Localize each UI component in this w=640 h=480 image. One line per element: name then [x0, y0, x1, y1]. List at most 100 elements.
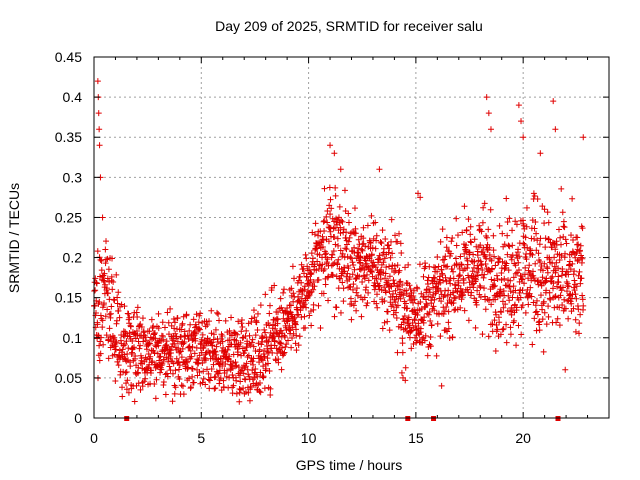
data-point: [461, 203, 468, 210]
data-point: [185, 364, 192, 371]
data-point: [360, 235, 367, 242]
data-point: [553, 319, 560, 326]
data-point: [576, 330, 583, 337]
data-point: [454, 232, 461, 239]
data-point: [451, 307, 458, 314]
data-point: [106, 325, 113, 332]
data-point: [523, 204, 530, 211]
data-point: [379, 227, 386, 234]
data-point: [277, 339, 284, 346]
data-point: [531, 315, 538, 322]
data-point: [143, 356, 150, 363]
data-point: [325, 238, 332, 245]
data-point: [450, 300, 457, 307]
data-point: [123, 368, 130, 375]
data-point: [380, 259, 387, 266]
data-point: [412, 322, 419, 329]
data-point: [245, 389, 252, 396]
data-point: [249, 358, 256, 365]
data-point: [222, 361, 229, 368]
data-point: [476, 282, 483, 289]
data-point: [483, 94, 490, 101]
data-point: [101, 278, 108, 285]
data-point: [332, 192, 339, 199]
data-point: [139, 383, 146, 390]
data-point: [455, 273, 462, 280]
data-point: [353, 307, 360, 314]
data-point: [233, 377, 240, 384]
data-point: [558, 287, 565, 294]
data-point: [382, 275, 389, 282]
data-point: [494, 276, 501, 283]
data-point: [350, 302, 357, 309]
data-point: [508, 311, 515, 318]
data-point: [123, 380, 130, 387]
data-point: [322, 281, 329, 288]
data-point: [433, 352, 440, 359]
data-point: [189, 344, 196, 351]
data-point: [386, 288, 393, 295]
data-point: [202, 357, 209, 364]
data-point: [580, 302, 587, 309]
data-point: [161, 324, 168, 331]
data-point: [479, 219, 486, 226]
data-point: [141, 378, 148, 385]
data-point: [457, 253, 464, 260]
y-tick-label: 0.4: [63, 89, 83, 105]
data-point: [388, 216, 395, 223]
data-point: [569, 260, 576, 267]
data-point: [94, 321, 101, 328]
data-point: [220, 377, 227, 384]
data-point: [445, 287, 452, 294]
data-point: [252, 365, 259, 372]
data-point: [121, 341, 128, 348]
data-point: [362, 243, 369, 250]
data-point: [311, 283, 318, 290]
data-point: [196, 325, 203, 332]
data-point: [171, 340, 178, 347]
data-point: [363, 284, 370, 291]
data-point: [376, 166, 383, 173]
data-point: [277, 340, 284, 347]
data-point: [368, 251, 375, 258]
data-point: [540, 298, 547, 305]
data-point: [148, 367, 155, 374]
data-point: [485, 333, 492, 340]
data-point: [282, 344, 289, 351]
data-point: [152, 335, 159, 342]
data-point: [555, 226, 562, 233]
data-point: [115, 307, 122, 314]
data-point: [137, 342, 144, 349]
data-point: [343, 229, 350, 236]
data-point: [522, 309, 529, 316]
data-point: [195, 357, 202, 364]
data-point: [259, 334, 266, 341]
data-point: [264, 360, 271, 367]
data-point: [127, 323, 134, 330]
data-point: [534, 237, 541, 244]
data-point: [285, 337, 292, 344]
data-point: [416, 331, 423, 338]
data-point: [101, 270, 108, 277]
data-point: [328, 205, 335, 212]
data-point: [384, 308, 391, 315]
data-point: [228, 332, 235, 339]
data-point: [571, 287, 578, 294]
data-point: [196, 326, 203, 333]
data-point: [512, 262, 519, 269]
data-point: [351, 266, 358, 273]
data-point: [541, 309, 548, 316]
data-point: [471, 236, 478, 243]
data-point: [265, 338, 272, 345]
data-point: [394, 282, 401, 289]
data-point: [466, 249, 473, 256]
data-point: [320, 237, 327, 244]
data-point: [199, 360, 206, 367]
data-point: [200, 375, 207, 382]
data-point: [160, 336, 167, 343]
data-point: [104, 306, 111, 313]
data-point: [333, 304, 340, 311]
data-point: [373, 232, 380, 239]
data-point: [331, 150, 338, 157]
data-point: [199, 331, 206, 338]
